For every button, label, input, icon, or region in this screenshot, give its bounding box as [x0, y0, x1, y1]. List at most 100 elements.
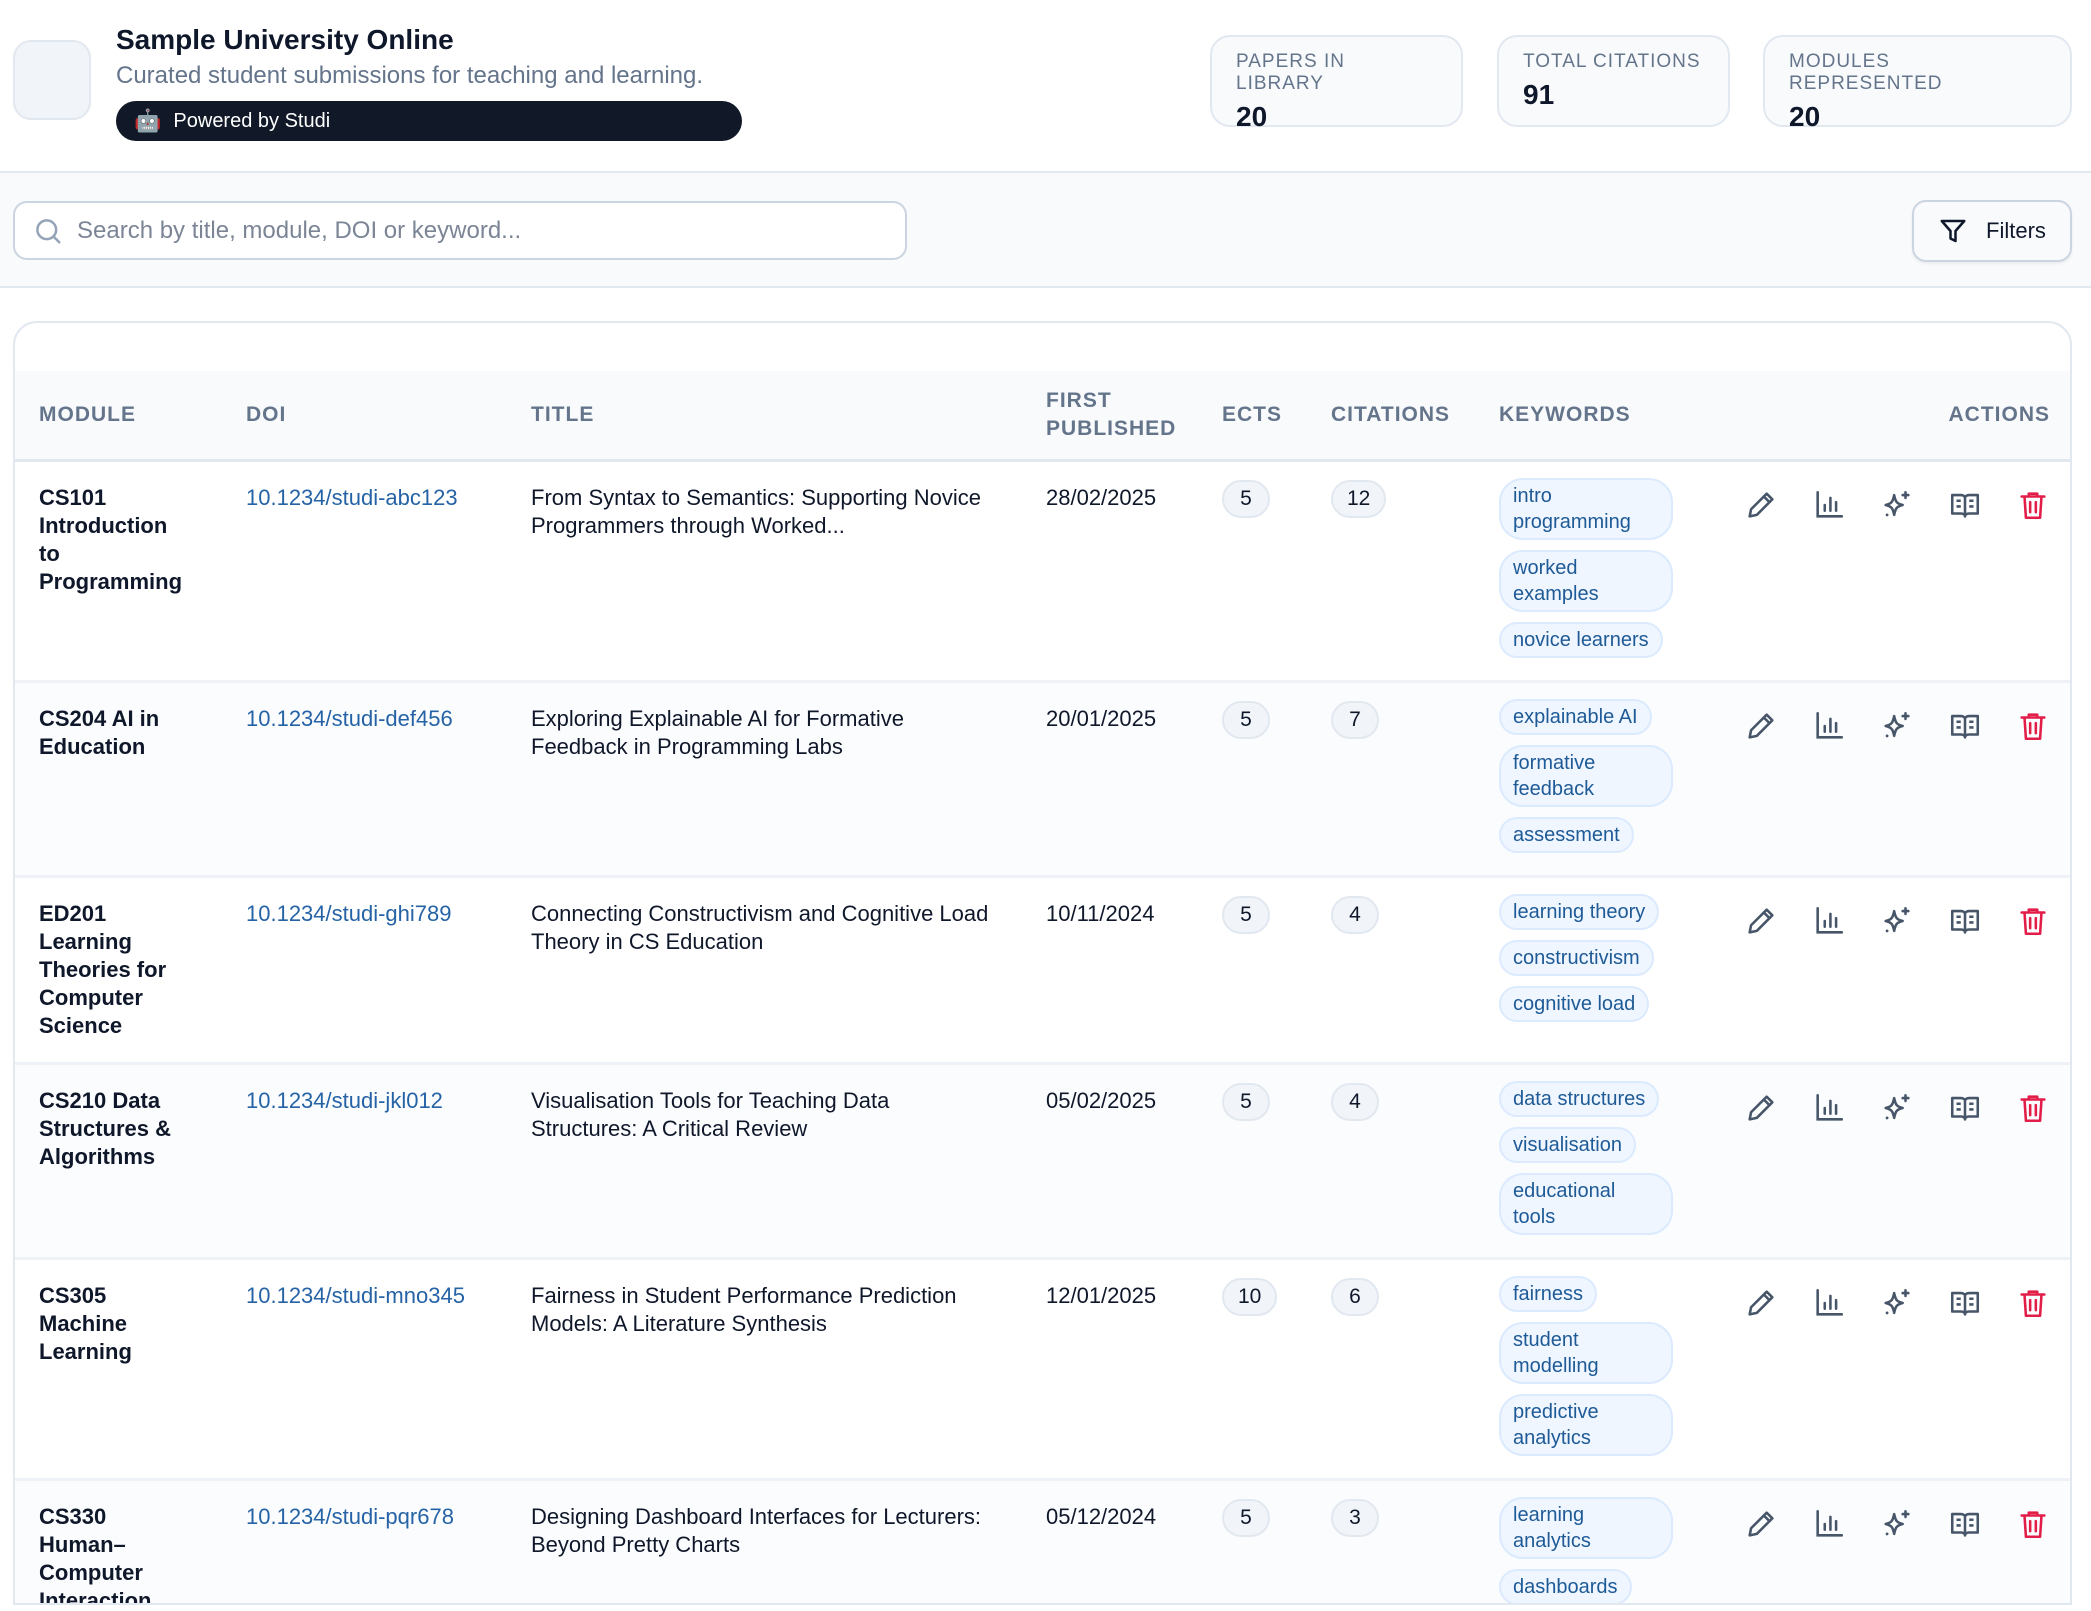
ects-cell: 5	[1198, 1063, 1307, 1260]
doi-link[interactable]: 10.1234/studi-abc123	[222, 460, 507, 683]
ai-insights-button[interactable]	[1880, 904, 1914, 938]
doi-link[interactable]: 10.1234/studi-def456	[222, 681, 507, 878]
keyword-tag[interactable]: explainable AI	[1499, 698, 1652, 735]
actions-cell	[1722, 876, 2070, 1065]
keywords-cell: data structures visualisation educational …	[1475, 1063, 1722, 1260]
search-box[interactable]	[13, 201, 907, 260]
citations-pill: 3	[1331, 1498, 1379, 1537]
actions-cell	[1722, 460, 2070, 683]
title-cell[interactable]: Designing Dashboard Interfaces for Lectu…	[507, 1479, 1022, 1603]
ai-insights-button[interactable]	[1880, 1507, 1914, 1541]
stat-papers: PAPERS IN LIBRARY 20	[1210, 35, 1463, 132]
read-button[interactable]	[1948, 1091, 1982, 1125]
keyword-tag[interactable]: formative feedback	[1499, 744, 1673, 807]
ects-pill: 5	[1222, 1082, 1270, 1121]
edit-button[interactable]	[1744, 488, 1778, 522]
ai-insights-icon	[1884, 711, 1910, 737]
table-row: CS305 Machine Learning 10.1234/studi-mno…	[15, 1258, 2070, 1481]
read-button[interactable]	[1948, 904, 1982, 938]
stat-label: PAPERS IN LIBRARY	[1236, 51, 1345, 94]
keyword-tag[interactable]: data structures	[1499, 1080, 1660, 1117]
keyword-tag[interactable]: worked examples	[1499, 549, 1673, 612]
edit-button[interactable]	[1744, 709, 1778, 743]
read-icon	[1950, 1291, 1980, 1316]
module-cell: CS204 AI in Education	[15, 681, 222, 878]
delete-button[interactable]	[2016, 1507, 2050, 1541]
ai-insights-button[interactable]	[1880, 1091, 1914, 1125]
read-button[interactable]	[1948, 1507, 1982, 1541]
ai-insights-icon	[1884, 1093, 1910, 1119]
keyword-tag[interactable]: novice learners	[1499, 621, 1663, 658]
delete-button[interactable]	[2016, 1286, 2050, 1320]
edit-button[interactable]	[1744, 1286, 1778, 1320]
keyword-tag[interactable]: student modelling	[1499, 1321, 1673, 1384]
table-row: CS204 AI in Education 10.1234/studi-def4…	[15, 681, 2070, 878]
published-cell: 05/12/2024	[1022, 1479, 1198, 1603]
title-cell[interactable]: Exploring Explainable AI for Formative F…	[507, 681, 1022, 878]
filters-button[interactable]: Filters	[1912, 200, 2072, 262]
page-title: Sample University Online	[116, 24, 454, 55]
citations-pill: 12	[1331, 479, 1387, 518]
analytics-button[interactable]	[1812, 1286, 1846, 1320]
analytics-button[interactable]	[1812, 1507, 1846, 1541]
doi-link[interactable]: 10.1234/studi-mno345	[222, 1258, 507, 1481]
ai-insights-button[interactable]	[1880, 488, 1914, 522]
keyword-tag[interactable]: constructivism	[1499, 939, 1654, 976]
keywords-cell: learning theory constructivism cognitive l…	[1475, 876, 1722, 1065]
delete-button[interactable]	[2016, 488, 2050, 522]
ai-insights-button[interactable]	[1880, 1286, 1914, 1320]
ects-pill: 5	[1222, 895, 1270, 934]
column-header-title: TITLE	[507, 371, 1022, 462]
delete-icon	[2020, 1510, 2046, 1538]
keyword-tag[interactable]: intro programming	[1499, 477, 1673, 540]
edit-button[interactable]	[1744, 1091, 1778, 1125]
read-button[interactable]	[1948, 1286, 1982, 1320]
ai-insights-button[interactable]	[1880, 709, 1914, 743]
read-button[interactable]	[1948, 709, 1982, 743]
search-icon	[36, 218, 61, 243]
title-cell[interactable]: From Syntax to Semantics: Supporting Nov…	[507, 460, 1022, 683]
keyword-tag[interactable]: cognitive load	[1499, 985, 1650, 1022]
edit-button[interactable]	[1744, 904, 1778, 938]
keywords-cell: learning analytics dashboards	[1475, 1479, 1722, 1603]
module-cell: ED201 Learning Theories for Computer Sci…	[15, 876, 222, 1065]
title-cell[interactable]: Visualisation Tools for Teaching Data St…	[507, 1063, 1022, 1260]
title-cell[interactable]: Connecting Constructivism and Cognitive …	[507, 876, 1022, 1065]
keyword-tag[interactable]: fairness	[1499, 1275, 1598, 1312]
actions-cell	[1722, 1479, 2070, 1603]
papers-table: MODULE DOI TITLE FIRST PUBLISHED ECTS CITATIO…	[15, 371, 2070, 1603]
keyword-tag[interactable]: assessment	[1499, 816, 1634, 853]
published-cell: 10/11/2024	[1022, 876, 1198, 1065]
delete-button[interactable]	[2016, 1091, 2050, 1125]
keywords-cell: explainable AI formative feedback assessme…	[1475, 681, 1722, 878]
doi-link[interactable]: 10.1234/studi-pqr678	[222, 1479, 507, 1603]
keyword-tag[interactable]: learning analytics	[1499, 1496, 1673, 1559]
ai-insights-icon	[1884, 1509, 1910, 1535]
analytics-button[interactable]	[1812, 1091, 1846, 1125]
citations-pill: 4	[1331, 1082, 1379, 1121]
analytics-button[interactable]	[1812, 488, 1846, 522]
keyword-tag[interactable]: visualisation	[1499, 1126, 1636, 1163]
keyword-tag[interactable]: predictive analytics	[1499, 1393, 1673, 1456]
stat-value: 91	[1523, 79, 1555, 110]
edit-button[interactable]	[1744, 1507, 1778, 1541]
doi-link[interactable]: 10.1234/studi-ghi789	[222, 876, 507, 1065]
delete-button[interactable]	[2016, 904, 2050, 938]
keyword-tag[interactable]: dashboards	[1499, 1568, 1632, 1603]
doi-link[interactable]: 10.1234/studi-jkl012	[222, 1063, 507, 1260]
institution-logo	[13, 40, 91, 120]
ects-pill: 5	[1222, 479, 1270, 518]
ai-insights-icon	[1884, 1288, 1910, 1314]
edit-icon	[1748, 712, 1774, 739]
analytics-button[interactable]	[1812, 709, 1846, 743]
read-icon	[1950, 1512, 1980, 1537]
keyword-tag[interactable]: learning theory	[1499, 893, 1660, 930]
search-input[interactable]	[77, 216, 877, 245]
delete-button[interactable]	[2016, 709, 2050, 743]
analytics-button[interactable]	[1812, 904, 1846, 938]
citations-cell: 6	[1307, 1258, 1475, 1481]
keyword-tag[interactable]: educational tools	[1499, 1172, 1673, 1235]
analytics-icon	[1816, 711, 1844, 739]
title-cell[interactable]: Fairness in Student Performance Predicti…	[507, 1258, 1022, 1481]
read-button[interactable]	[1948, 488, 1982, 522]
